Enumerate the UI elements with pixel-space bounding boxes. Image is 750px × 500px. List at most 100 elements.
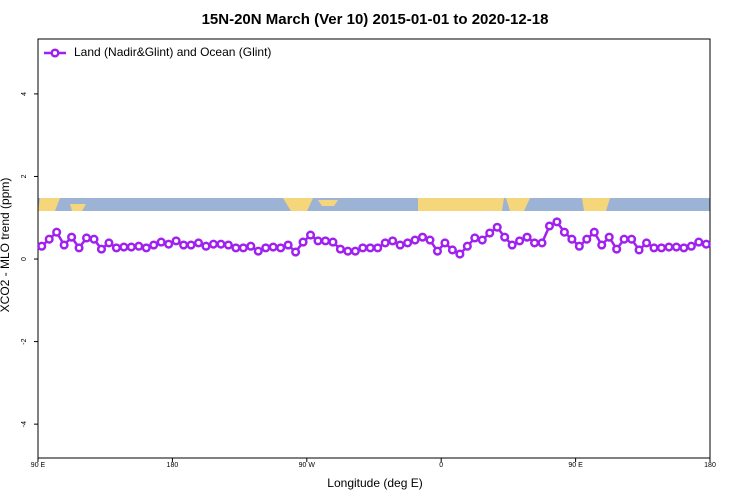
- data-point: [694, 237, 704, 247]
- data-point: [649, 243, 659, 253]
- x-tick-label: 90 E: [31, 462, 46, 469]
- data-point: [291, 247, 301, 257]
- data-point: [447, 245, 457, 255]
- data-point: [104, 238, 114, 248]
- data-point: [126, 242, 136, 252]
- data-point: [589, 227, 599, 237]
- data-point: [656, 243, 667, 253]
- data-point: [701, 239, 711, 249]
- data-point: [305, 230, 316, 240]
- data-point: [432, 246, 443, 256]
- data-point: [500, 232, 510, 242]
- data-point: [335, 244, 345, 254]
- data-point: [179, 240, 189, 250]
- x-tick-label: 90 W: [299, 462, 316, 469]
- data-point: [671, 242, 681, 252]
- data-point: [141, 243, 151, 253]
- data-point: [96, 244, 107, 254]
- data-point: [559, 227, 569, 237]
- data-point: [417, 232, 428, 242]
- data-point: [567, 234, 577, 244]
- data-point: [343, 246, 353, 256]
- y-tick-label: 0: [21, 257, 28, 261]
- data-point: [193, 238, 204, 248]
- data-point: [425, 235, 435, 245]
- data-point: [59, 240, 69, 250]
- data-point: [231, 243, 241, 253]
- data-point: [156, 237, 166, 247]
- data-point: [462, 241, 472, 251]
- data-point: [544, 221, 555, 231]
- data-point: [253, 246, 263, 256]
- data-point: [164, 239, 174, 249]
- data-point: [679, 243, 689, 253]
- data-point: [574, 241, 584, 251]
- data-point: [373, 243, 383, 253]
- data-point: [634, 245, 644, 255]
- data-point: [627, 234, 637, 244]
- data-point: [380, 238, 390, 248]
- data-point: [455, 249, 465, 259]
- data-point: [641, 238, 652, 248]
- data-point: [283, 240, 293, 250]
- x-tick-label: 90 E: [568, 462, 583, 469]
- data-point: [612, 244, 622, 254]
- data-point: [440, 238, 450, 248]
- data-point: [149, 240, 159, 250]
- data-point: [208, 239, 219, 249]
- data-point: [276, 243, 286, 253]
- data-point: [238, 243, 248, 253]
- data-point: [119, 242, 129, 252]
- data-point: [268, 242, 278, 252]
- data-point: [552, 217, 562, 227]
- data-point: [395, 240, 405, 250]
- x-tick-label: 0: [439, 462, 443, 469]
- data-point: [507, 240, 517, 250]
- data-point: [37, 241, 47, 251]
- x-tick-label: 180: [704, 462, 716, 469]
- x-axis-label: Longitude (deg E): [327, 476, 422, 490]
- data-point: [298, 237, 308, 247]
- data-point: [201, 241, 211, 251]
- data-point: [597, 240, 607, 250]
- data-point: [246, 241, 256, 251]
- legend-label: Land (Nadir&Glint) and Ocean (Glint): [74, 45, 271, 59]
- data-point: [529, 238, 540, 248]
- data-point: [350, 246, 360, 256]
- y-axis-label: XCO2 - MLO trend (ppm): [0, 178, 12, 313]
- data-point: [313, 236, 323, 246]
- data-point: [403, 238, 413, 248]
- data-point: [89, 234, 99, 244]
- data-point: [52, 227, 62, 237]
- data-point: [186, 240, 196, 250]
- y-tick-label: -2: [21, 338, 28, 344]
- data-point: [328, 237, 338, 247]
- y-tick-label: -4: [21, 421, 28, 427]
- data-point: [604, 232, 614, 242]
- data-point: [81, 233, 92, 243]
- data-point: [522, 232, 532, 242]
- y-tick-label: 4: [21, 92, 28, 96]
- y-tick-label: 2: [21, 174, 28, 178]
- data-point: [171, 236, 181, 246]
- data-point: [365, 243, 375, 253]
- data-point: [261, 243, 271, 253]
- chart-title: 15N-20N March (Ver 10) 2015-01-01 to 202…: [202, 11, 549, 28]
- data-point: [216, 239, 226, 249]
- data-point: [477, 235, 487, 245]
- map-strip: [38, 198, 710, 211]
- legend-marker: [50, 48, 60, 58]
- data-point: [320, 236, 331, 246]
- x-tick-label: 180: [167, 462, 179, 469]
- data-point: [44, 234, 54, 244]
- data-point: [388, 236, 398, 246]
- data-point: [515, 236, 525, 246]
- data-point: [111, 243, 121, 253]
- data-point: [410, 235, 420, 245]
- data-point: [470, 233, 480, 243]
- data-point: [492, 222, 502, 232]
- data-point: [537, 238, 547, 248]
- data-point: [74, 243, 84, 253]
- data-point: [223, 240, 233, 250]
